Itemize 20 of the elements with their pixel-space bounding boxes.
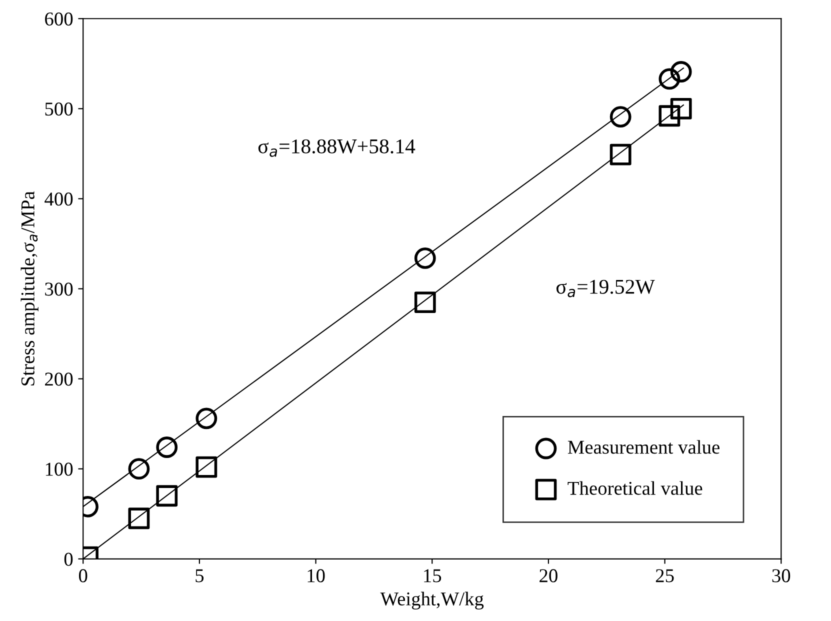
x-tick-label: 0 [78,569,88,582]
y-tick-label: 500 [45,102,73,116]
x-axis-title: Weight,W/kg [380,592,484,610]
legend-label: Theoretical value [568,481,702,495]
y-tick-label: 200 [45,372,73,386]
x-tick-label: 30 [772,569,790,582]
legend-label: Measurement value [568,440,720,454]
y-tick-label: 300 [45,282,73,296]
x-tick-label: 25 [656,569,674,582]
annotation: σ$_{a}$=19.52W [556,280,655,298]
y-tick-label: 100 [46,462,73,476]
y-tick-label: 0 [64,552,73,566]
y-tick-label: 400 [44,192,73,206]
x-tick-label: 10 [308,569,325,582]
annotation: σ$_{a}$=18.88W+58.14 [258,139,416,157]
x-tick-label: 5 [196,569,204,582]
x-tick-label: 20 [540,569,558,582]
x-tick-label: 15 [424,569,442,582]
y-tick-label: 600 [45,12,73,26]
y-axis-title: Stress amplitude,σ$_{a}$/MPa [20,191,38,386]
